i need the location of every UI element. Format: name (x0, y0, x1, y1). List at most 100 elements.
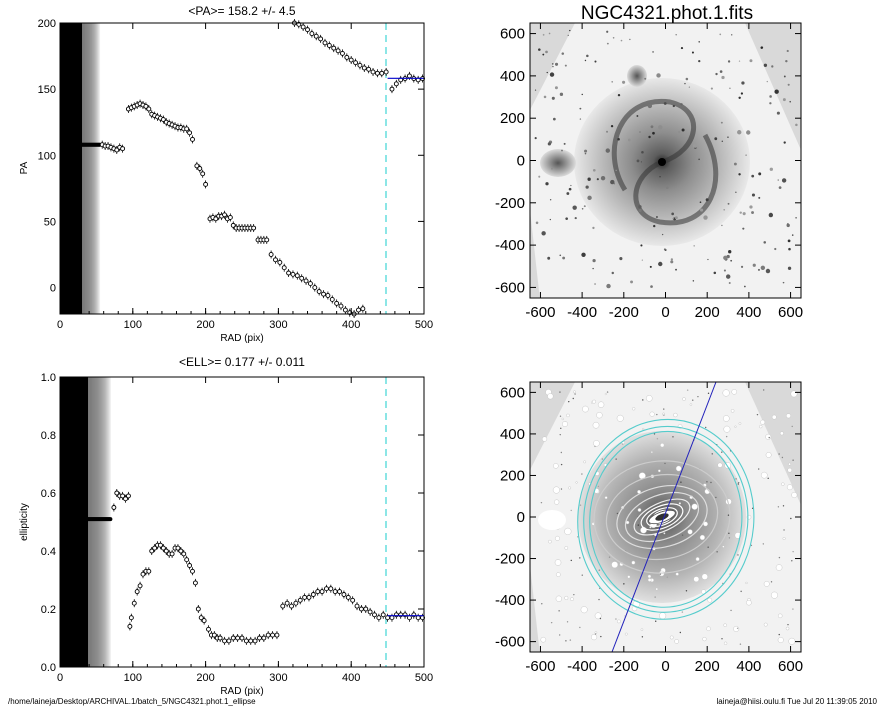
masked-source (775, 564, 783, 571)
noise-pixel (594, 445, 596, 448)
star (684, 82, 686, 85)
data-point (322, 40, 328, 46)
masked-source (785, 626, 790, 631)
masked-source (722, 389, 730, 397)
star (583, 205, 586, 208)
star (562, 256, 566, 260)
star (730, 259, 733, 262)
star (570, 184, 572, 187)
noise-pixel (598, 569, 601, 571)
star (617, 93, 621, 97)
x-tick-label: 500 (415, 672, 433, 684)
noise-pixel (599, 617, 602, 620)
star (749, 59, 753, 63)
noise-pixel (615, 618, 617, 620)
star (751, 193, 756, 197)
data-point (274, 632, 280, 638)
star (658, 125, 663, 130)
inner-radius-band (59, 23, 102, 314)
star (565, 217, 568, 220)
masked-source (646, 395, 653, 402)
data-point (160, 545, 166, 551)
noise-pixel (541, 603, 543, 605)
inner-band-core (60, 23, 83, 314)
star (564, 64, 567, 67)
masked-source (604, 393, 607, 396)
data-point (140, 571, 146, 577)
noise-pixel (777, 506, 780, 508)
data-point (211, 632, 217, 638)
noise-pixel (787, 623, 789, 626)
data-point (195, 606, 201, 612)
star (606, 130, 609, 133)
masked-source (573, 390, 576, 394)
star (765, 268, 771, 274)
star (656, 216, 658, 218)
noise-pixel (572, 397, 574, 400)
star (541, 231, 546, 236)
star (795, 123, 798, 127)
noise-pixel (770, 581, 773, 583)
noise-pixel (681, 534, 684, 536)
star (735, 191, 737, 193)
star (543, 95, 547, 99)
star (791, 234, 794, 236)
star (629, 38, 631, 41)
masked-source (555, 595, 562, 602)
star (760, 265, 766, 270)
x-tick-label: 0 (661, 658, 669, 675)
noise-pixel (692, 399, 694, 401)
masked-source (640, 628, 644, 631)
data-point (146, 106, 152, 112)
masked-source (655, 587, 659, 591)
data-point (265, 632, 271, 638)
star (751, 211, 754, 214)
noise-pixel (654, 596, 656, 598)
star (652, 131, 655, 135)
star (787, 239, 791, 243)
star (638, 208, 642, 213)
star (534, 89, 537, 91)
star (549, 199, 552, 201)
noise-pixel (740, 590, 742, 593)
star (551, 96, 555, 100)
star (579, 107, 582, 110)
data-point (331, 45, 337, 51)
masked-source (765, 452, 772, 458)
star (723, 209, 725, 211)
data-point (300, 24, 306, 30)
data-point (318, 36, 324, 42)
star (653, 224, 656, 228)
noise-pixel (642, 399, 644, 401)
masked-source (663, 532, 666, 535)
star (768, 212, 774, 218)
noise-pixel (711, 453, 713, 455)
star (658, 261, 663, 267)
data-point (203, 181, 209, 187)
noise-pixel (707, 392, 710, 394)
data-point (114, 147, 120, 153)
masked-source (597, 401, 605, 408)
ell-frame (59, 376, 425, 668)
noise-pixel (728, 537, 731, 539)
star (622, 80, 626, 84)
y-tick-label: 600 (500, 26, 525, 43)
galaxy-nucleus (658, 158, 666, 166)
noise-pixel (781, 456, 784, 459)
data-point (367, 609, 373, 615)
star (672, 104, 675, 108)
masked-source (731, 389, 737, 395)
data-point (289, 603, 294, 609)
noise-pixel (736, 627, 739, 630)
data-point (379, 70, 385, 76)
star (719, 70, 723, 73)
star (769, 167, 773, 171)
noise-pixel (737, 554, 739, 556)
data-point (163, 548, 169, 554)
data-point (143, 103, 149, 109)
image-title: NGC4321.phot.1.fits (581, 3, 753, 24)
masked-source (770, 591, 778, 599)
data-point (131, 600, 137, 606)
y-tick-label: 200 (500, 110, 525, 127)
x-tick-label: 100 (124, 319, 142, 331)
